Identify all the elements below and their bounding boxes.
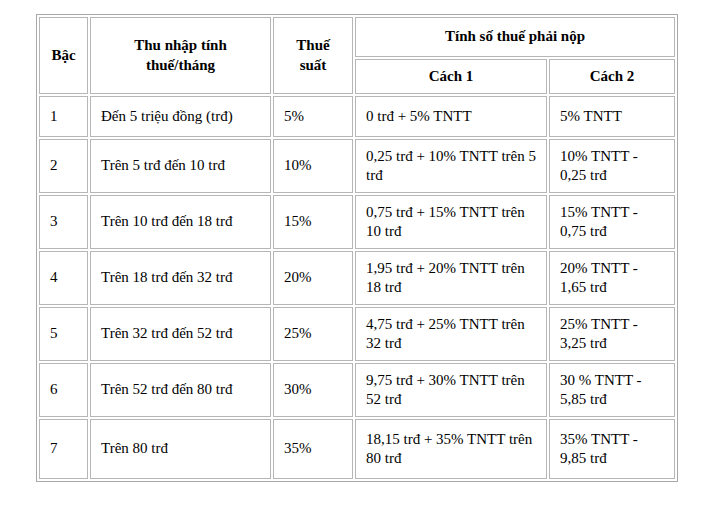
cell-method2: 35% TNTT - 9,85 trđ xyxy=(549,419,675,479)
cell-method1: 0,25 trđ + 10% TNTT trên 5 trđ xyxy=(355,139,547,193)
cell-level: 1 xyxy=(39,96,88,137)
cell-method1: 0 trđ + 5% TNTT xyxy=(355,96,547,137)
header-row-top: Bậc Thu nhập tính thuế/tháng Thuế suất T… xyxy=(39,17,675,57)
tax-bracket-table: Bậc Thu nhập tính thuế/tháng Thuế suất T… xyxy=(36,14,678,482)
table-row: 4 Trên 18 trđ đến 32 trđ 20% 1,95 trđ + … xyxy=(39,251,675,305)
header-level: Bậc xyxy=(39,17,88,94)
cell-rate: 5% xyxy=(273,96,353,137)
cell-level: 4 xyxy=(39,251,88,305)
table-body: 1 Đến 5 triệu đồng (trđ) 5% 0 trđ + 5% T… xyxy=(39,96,675,479)
tax-table-container: Bậc Thu nhập tính thuế/tháng Thuế suất T… xyxy=(36,14,678,482)
cell-method2: 25% TNTT - 3,25 trđ xyxy=(549,307,675,361)
cell-income: Trên 5 trđ đến 10 trđ xyxy=(90,139,271,193)
cell-method1: 9,75 trđ + 30% TNTT trên 52 trđ xyxy=(355,363,547,417)
header-tax-group: Tính số thuế phải nộp xyxy=(355,17,675,57)
cell-rate: 20% xyxy=(273,251,353,305)
cell-level: 2 xyxy=(39,139,88,193)
cell-method2: 20% TNTT - 1,65 trđ xyxy=(549,251,675,305)
table-row: 3 Trên 10 trđ đến 18 trđ 15% 0,75 trđ + … xyxy=(39,195,675,249)
cell-rate: 25% xyxy=(273,307,353,361)
table-header: Bậc Thu nhập tính thuế/tháng Thuế suất T… xyxy=(39,17,675,94)
cell-method1: 1,95 trđ + 20% TNTT trên 18 trđ xyxy=(355,251,547,305)
table-row: 5 Trên 32 trđ đến 52 trđ 25% 4,75 trđ + … xyxy=(39,307,675,361)
cell-rate: 15% xyxy=(273,195,353,249)
header-rate: Thuế suất xyxy=(273,17,353,94)
cell-level: 6 xyxy=(39,363,88,417)
cell-rate: 10% xyxy=(273,139,353,193)
table-row: 2 Trên 5 trđ đến 10 trđ 10% 0,25 trđ + 1… xyxy=(39,139,675,193)
cell-level: 5 xyxy=(39,307,88,361)
header-method1: Cách 1 xyxy=(355,59,547,94)
cell-income: Trên 80 trđ xyxy=(90,419,271,479)
cell-method1: 18,15 trđ + 35% TNTT trên 80 trđ xyxy=(355,419,547,479)
cell-income: Trên 10 trđ đến 18 trđ xyxy=(90,195,271,249)
cell-level: 3 xyxy=(39,195,88,249)
cell-level: 7 xyxy=(39,419,88,479)
table-row: 1 Đến 5 triệu đồng (trđ) 5% 0 trđ + 5% T… xyxy=(39,96,675,137)
cell-income: Trên 18 trđ đến 32 trđ xyxy=(90,251,271,305)
table-row: 6 Trên 52 trđ đến 80 trđ 30% 9,75 trđ + … xyxy=(39,363,675,417)
cell-rate: 30% xyxy=(273,363,353,417)
header-income: Thu nhập tính thuế/tháng xyxy=(90,17,271,94)
header-method2: Cách 2 xyxy=(549,59,675,94)
cell-method2: 5% TNTT xyxy=(549,96,675,137)
cell-method2: 15% TNTT - 0,75 trđ xyxy=(549,195,675,249)
table-row: 7 Trên 80 trđ 35% 18,15 trđ + 35% TNTT t… xyxy=(39,419,675,479)
cell-income: Trên 52 trđ đến 80 trđ xyxy=(90,363,271,417)
cell-rate: 35% xyxy=(273,419,353,479)
cell-method1: 4,75 trđ + 25% TNTT trên 32 trđ xyxy=(355,307,547,361)
cell-method2: 30 % TNTT - 5,85 trđ xyxy=(549,363,675,417)
cell-income: Trên 32 trđ đến 52 trđ xyxy=(90,307,271,361)
cell-method2: 10% TNTT - 0,25 trđ xyxy=(549,139,675,193)
cell-income: Đến 5 triệu đồng (trđ) xyxy=(90,96,271,137)
cell-method1: 0,75 trđ + 15% TNTT trên 10 trđ xyxy=(355,195,547,249)
